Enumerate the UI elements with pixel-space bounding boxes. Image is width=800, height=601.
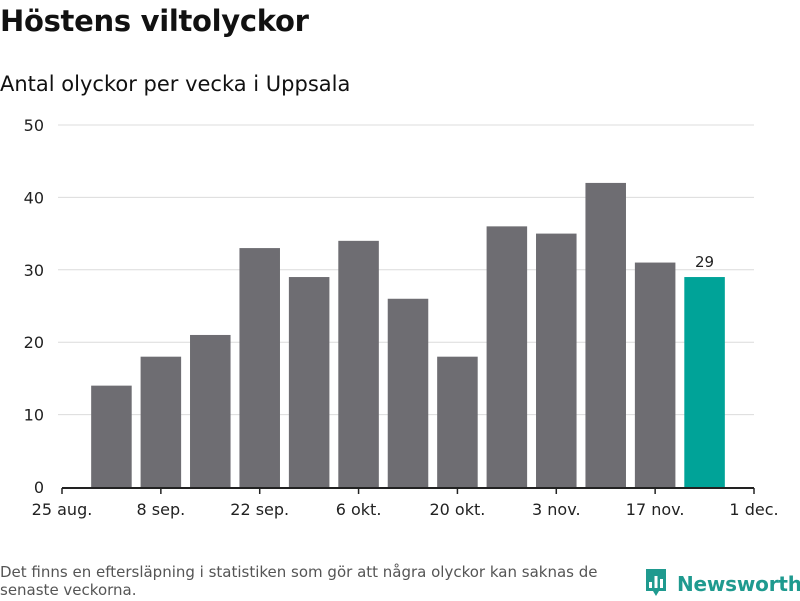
- bar: [585, 182, 626, 488]
- data-labels: 29: [695, 253, 714, 271]
- bar: [437, 356, 478, 487]
- newsworthy-logo[interactable]: Newsworthy: [644, 569, 800, 599]
- x-tick-label: 17 nov.: [626, 500, 685, 519]
- brand-name: Newsworthy: [677, 572, 800, 596]
- y-tick-label: 0: [34, 478, 44, 497]
- x-tick-label: 3 nov.: [532, 500, 581, 519]
- x-tick-label: 22 sep.: [230, 500, 289, 519]
- bar: [288, 277, 330, 487]
- bar: [190, 334, 231, 487]
- y-tick-label: 10: [24, 406, 44, 425]
- y-tick-label: 50: [24, 116, 44, 135]
- bar: [338, 240, 379, 487]
- bar-chart-bubble-icon: [644, 567, 668, 601]
- chart-subtitle: Antal olyckor per vecka i Uppsala: [0, 72, 351, 96]
- y-axis-tick-labels: 0 10 20 30 40 50: [24, 116, 44, 497]
- y-tick-label: 40: [24, 188, 44, 207]
- x-tick-label: 8 sep.: [137, 500, 186, 519]
- x-axis-tick-labels: 25 aug. 8 sep. 22 sep. 6 okt. 20 okt. 3 nov. 1…: [32, 500, 779, 519]
- x-tick-label: 25 aug.: [32, 500, 93, 519]
- bar-highlighted: [684, 277, 725, 487]
- data-label-highlight: 29: [695, 253, 714, 271]
- bar: [140, 356, 182, 487]
- chart-title: Höstens viltolyckor: [0, 4, 309, 38]
- bar: [486, 226, 528, 488]
- bar: [91, 385, 132, 487]
- bar: [536, 233, 577, 487]
- bar: [634, 262, 676, 487]
- bars: [91, 182, 725, 488]
- x-tick-label: 20 okt.: [429, 500, 485, 519]
- x-axis: [61, 487, 755, 494]
- x-tick-label: 1 dec.: [729, 500, 778, 519]
- y-tick-label: 30: [24, 261, 44, 280]
- footnote: Det finns en eftersläpning i statistiken…: [0, 563, 598, 599]
- x-tick-label: 6 okt.: [336, 500, 382, 519]
- y-tick-label: 20: [24, 333, 44, 352]
- bar: [239, 248, 280, 487]
- bar: [387, 298, 429, 487]
